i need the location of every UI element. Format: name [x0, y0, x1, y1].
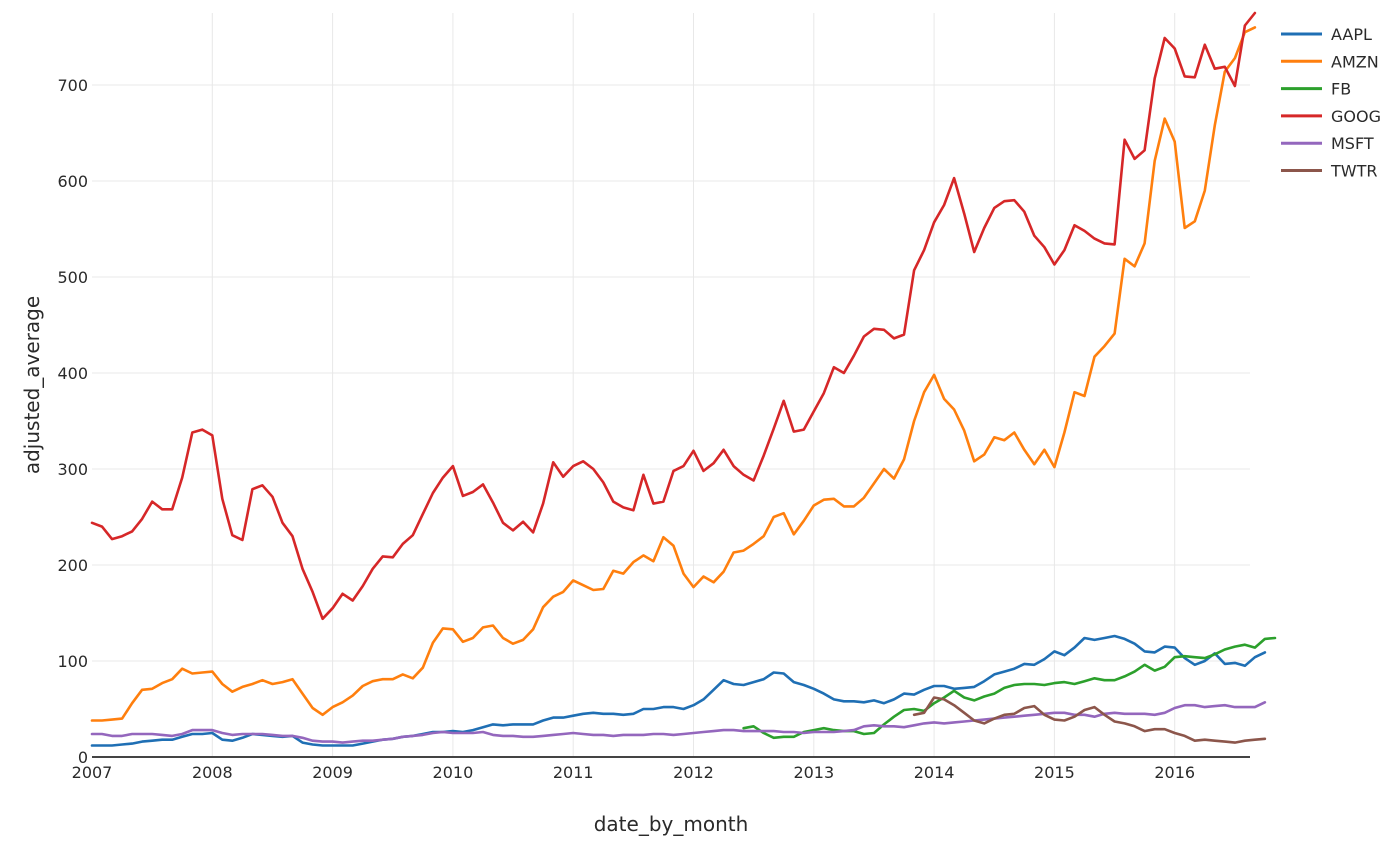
series-line-amzn	[90, 26, 1257, 722]
series-line-twtr	[912, 696, 1267, 744]
series-line-aapl	[90, 634, 1267, 747]
legend-item-twtr[interactable]: TWTR	[1281, 162, 1377, 181]
x-tick-label: 2012	[673, 763, 714, 782]
legend-label: FB	[1331, 80, 1351, 99]
x-axis-title: date_by_month	[594, 812, 749, 836]
gridlines	[92, 13, 1250, 757]
series-line-fb	[742, 636, 1277, 740]
y-axis-title: adjusted_average	[20, 296, 44, 474]
legend-label: AAPL	[1331, 25, 1372, 44]
x-tick-label: 2010	[433, 763, 474, 782]
x-tick-label: 2009	[312, 763, 353, 782]
legend-item-aapl[interactable]: AAPL	[1281, 25, 1372, 44]
y-tick-label: 500	[57, 268, 88, 287]
legend-label: TWTR	[1330, 162, 1377, 181]
x-tick-label: 2016	[1154, 763, 1195, 782]
axes: 0 100 200 300 400 500 600 700 2007 2008 2009 2010 20…	[57, 76, 1250, 782]
y-tick-label: 0	[78, 748, 88, 767]
y-tick-label: 100	[57, 652, 88, 671]
legend-label: MSFT	[1331, 134, 1374, 153]
legend-item-amzn[interactable]: AMZN	[1281, 52, 1379, 71]
series-line-goog	[90, 11, 1257, 621]
legend-item-goog[interactable]: GOOG	[1281, 107, 1381, 126]
series-line-msft	[90, 700, 1267, 744]
legend: AAPL AMZN FB GOOG MSFT TWTR	[1281, 25, 1381, 181]
y-tick-label: 200	[57, 556, 88, 575]
y-tick-label: 400	[57, 364, 88, 383]
x-tick-label: 2015	[1034, 763, 1075, 782]
y-tick-label: 700	[57, 76, 88, 95]
legend-item-msft[interactable]: MSFT	[1281, 134, 1374, 153]
x-tick-label: 2011	[553, 763, 594, 782]
x-tick-label: 2013	[793, 763, 834, 782]
y-tick-label: 300	[57, 460, 88, 479]
x-tick-label: 2008	[192, 763, 233, 782]
y-tick-label: 600	[57, 172, 88, 191]
legend-label: GOOG	[1331, 107, 1381, 126]
x-tick-label: 2007	[72, 763, 113, 782]
legend-label: AMZN	[1331, 52, 1379, 71]
x-tick-label: 2014	[914, 763, 955, 782]
series-lines	[90, 11, 1277, 747]
legend-item-fb[interactable]: FB	[1281, 80, 1351, 99]
